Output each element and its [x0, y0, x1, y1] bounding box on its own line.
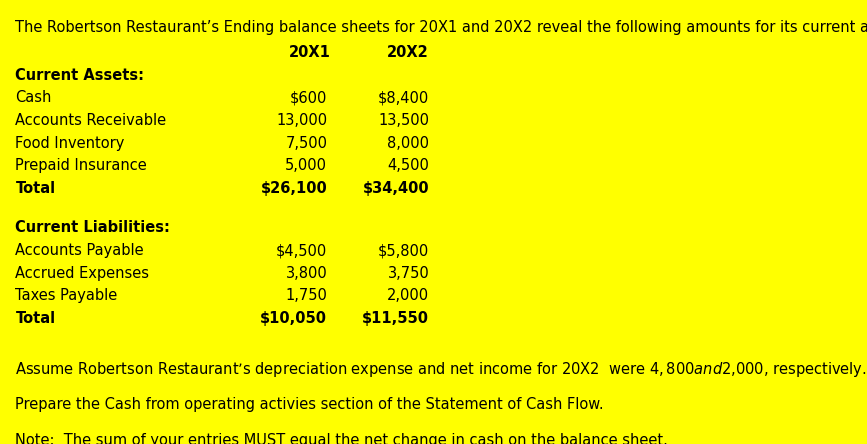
Text: 7,500: 7,500	[285, 135, 328, 151]
Text: Accounts Payable: Accounts Payable	[16, 243, 144, 258]
Text: 8,000: 8,000	[388, 135, 429, 151]
Text: 13,000: 13,000	[277, 113, 328, 128]
Text: Food Inventory: Food Inventory	[16, 135, 125, 151]
Text: 2,000: 2,000	[388, 288, 429, 303]
Text: Total: Total	[16, 181, 55, 196]
Text: $11,550: $11,550	[362, 311, 429, 326]
Text: Assume Robertson Restaurant’s depreciation expense and net income for 20X2  were: Assume Robertson Restaurant’s depreciati…	[16, 360, 867, 379]
Text: Total: Total	[16, 311, 55, 326]
Text: $8,400: $8,400	[378, 91, 429, 106]
Text: $26,100: $26,100	[261, 181, 328, 196]
Text: Prepaid Insurance: Prepaid Insurance	[16, 158, 147, 173]
Text: 3,800: 3,800	[285, 266, 328, 281]
Text: 3,750: 3,750	[388, 266, 429, 281]
Text: 5,000: 5,000	[285, 158, 328, 173]
Text: 4,500: 4,500	[388, 158, 429, 173]
Text: $600: $600	[290, 91, 328, 106]
Text: 13,500: 13,500	[378, 113, 429, 128]
Text: Taxes Payable: Taxes Payable	[16, 288, 118, 303]
Text: Accounts Receivable: Accounts Receivable	[16, 113, 166, 128]
Text: Current Liabilities:: Current Liabilities:	[16, 221, 170, 235]
Text: 20X1: 20X1	[290, 45, 331, 60]
Text: $10,050: $10,050	[260, 311, 328, 326]
Text: $34,400: $34,400	[362, 181, 429, 196]
Text: $4,500: $4,500	[276, 243, 328, 258]
Text: Prepare the Cash from operating activies section of the Statement of Cash Flow.: Prepare the Cash from operating activies…	[16, 396, 604, 412]
Text: Cash: Cash	[16, 91, 52, 106]
Text: Accrued Expenses: Accrued Expenses	[16, 266, 149, 281]
Text: Current Assets:: Current Assets:	[16, 68, 145, 83]
Text: $5,800: $5,800	[378, 243, 429, 258]
Text: Note:  The sum of your entries MUST equal the net change in cash on the balance : Note: The sum of your entries MUST equal…	[16, 433, 668, 444]
Text: The Robertson Restaurant’s Ending balance sheets for 20X1 and 20X2 reveal the fo: The Robertson Restaurant’s Ending balanc…	[16, 20, 867, 35]
Text: 20X2: 20X2	[388, 45, 429, 60]
Text: 1,750: 1,750	[285, 288, 328, 303]
